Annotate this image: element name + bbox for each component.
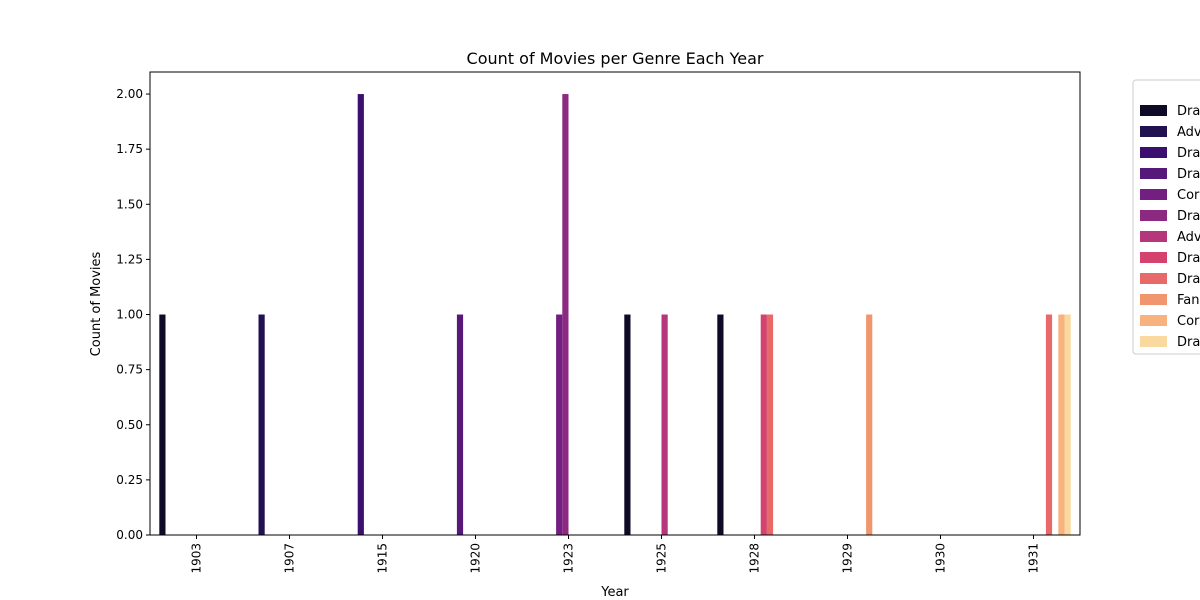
legend: Dra Adv Dra Dra Cor Dra Adv Dra Dra Fan Cor Dra — [1132, 79, 1200, 355]
y-axis: 0.00 0.25 0.50 0.75 1.00 1.25 1.50 1.75 2.00 — [116, 87, 150, 542]
legend-label: Dra — [1177, 272, 1200, 287]
bar-1903-series-0 — [159, 314, 166, 535]
y-tick-label: 0.25 — [116, 473, 143, 487]
bar-1928-series-0 — [717, 314, 724, 535]
bar-1931-series-11 — [1064, 314, 1071, 535]
x-tick-label: 1903 — [190, 543, 204, 574]
x-tick-label: 1928 — [748, 543, 762, 574]
x-tick-label: 1920 — [469, 543, 483, 574]
legend-label: Cor — [1177, 314, 1200, 329]
legend-items: Dra Adv Dra Dra Cor Dra Adv Dra Dra Fan Cor Dra — [1140, 104, 1200, 350]
legend-swatch — [1140, 336, 1167, 347]
legend-label: Dra — [1177, 167, 1200, 182]
bar-1928-series-8 — [766, 314, 774, 535]
legend-label: Fan — [1177, 293, 1200, 308]
x-axis-label: Year — [600, 585, 629, 600]
legend-label: Dra — [1177, 146, 1200, 161]
legend-swatch — [1140, 231, 1167, 242]
x-tick-label: 1929 — [841, 543, 855, 574]
x-tick-label: 1930 — [934, 543, 948, 574]
chart-title: Count of Movies per Genre Each Year — [467, 49, 764, 68]
legend-label: Dra — [1177, 104, 1200, 119]
legend-label: Adv — [1177, 125, 1200, 140]
bar-1915-series-2 — [357, 94, 364, 536]
bar-1931-series-8 — [1045, 314, 1053, 535]
bar-1907-series-1 — [258, 314, 265, 535]
legend-swatch — [1140, 147, 1167, 158]
bar-1928-series-7 — [760, 314, 767, 535]
x-tick-label: 1923 — [562, 543, 576, 574]
bar-1931-series-10 — [1058, 314, 1065, 535]
bar-1923-series-5 — [562, 94, 569, 536]
legend-label: Adv — [1177, 230, 1200, 245]
y-tick-label: 1.25 — [116, 252, 143, 266]
legend-swatch — [1140, 315, 1167, 326]
x-tick-label: 1907 — [283, 543, 297, 574]
legend-swatch — [1140, 294, 1167, 305]
legend-swatch — [1140, 252, 1167, 263]
bar-1920-series-3 — [456, 314, 464, 535]
y-tick-label: 0.00 — [116, 528, 143, 542]
y-tick-label: 0.50 — [116, 418, 143, 432]
x-axis: 1903 1907 1915 1920 1923 1925 1928 1929 1930 1931 — [190, 535, 1041, 574]
bar-1923-series-4 — [556, 314, 563, 535]
legend-label: Dra — [1177, 209, 1200, 224]
y-axis-label: Count of Movies — [89, 251, 104, 356]
bars-group — [159, 94, 1071, 536]
x-tick-label: 1931 — [1027, 543, 1041, 574]
plot-frame — [149, 71, 1081, 536]
legend-swatch — [1140, 273, 1167, 284]
legend-label: Dra — [1177, 335, 1200, 350]
legend-swatch — [1140, 189, 1167, 200]
legend-swatch — [1140, 168, 1167, 179]
y-tick-label: 1.00 — [116, 308, 143, 322]
bar-1925-series-6 — [661, 314, 668, 535]
bar-1929-series-9 — [866, 314, 873, 535]
x-tick-label: 1925 — [655, 543, 669, 574]
legend-label: Cor — [1177, 188, 1200, 203]
legend-swatch — [1140, 105, 1167, 116]
legend-swatch — [1140, 210, 1167, 221]
y-tick-label: 1.50 — [116, 197, 143, 211]
y-tick-label: 1.75 — [116, 142, 143, 156]
y-tick-label: 0.75 — [116, 363, 143, 377]
bar-1925-series-0 — [624, 314, 631, 535]
legend-label: Dra — [1177, 251, 1200, 266]
x-tick-label: 1915 — [376, 543, 390, 574]
y-tick-label: 2.00 — [116, 87, 143, 101]
legend-swatch — [1140, 126, 1167, 137]
